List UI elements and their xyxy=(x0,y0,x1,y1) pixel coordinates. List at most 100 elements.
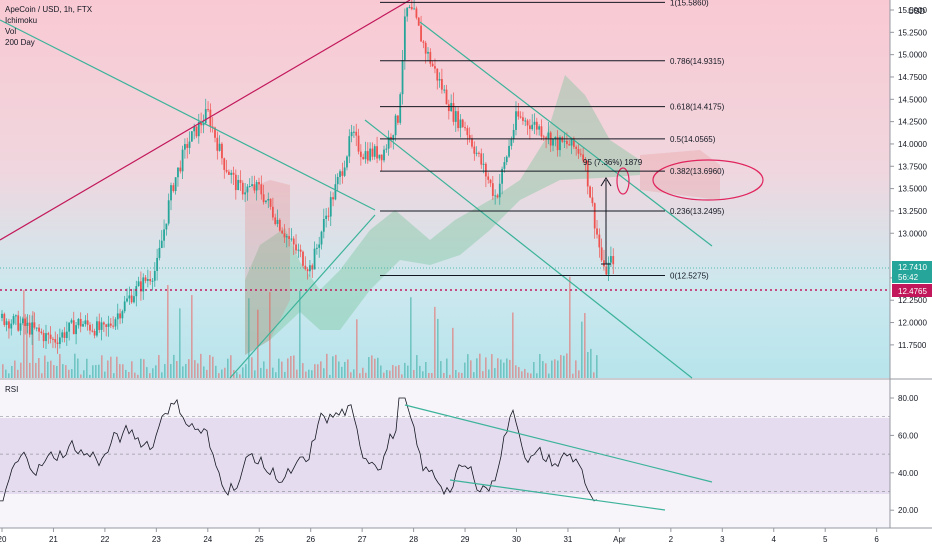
candle-body xyxy=(158,247,161,258)
volume-bar xyxy=(35,362,37,378)
rsi-tick-label: 80.00 xyxy=(898,394,919,403)
candle-body xyxy=(512,129,515,140)
candle-body xyxy=(163,229,165,241)
candle-body xyxy=(480,153,483,165)
volume-bar xyxy=(401,374,403,378)
indicator-ichimoku[interactable]: Ichimoku xyxy=(5,16,38,25)
candle-body xyxy=(334,184,337,200)
candle-body xyxy=(598,234,601,248)
candle-body xyxy=(1,313,3,319)
candle-body xyxy=(503,162,506,169)
price-tick-label: 15.2500 xyxy=(898,28,927,37)
candle-body xyxy=(343,167,346,176)
candle-body xyxy=(211,126,214,128)
volume-bar xyxy=(176,361,178,378)
candle-body xyxy=(184,144,186,150)
candle-body xyxy=(84,320,87,325)
time-tick-label: 20 xyxy=(0,535,7,544)
candle-body xyxy=(489,179,492,184)
candle-body xyxy=(355,131,358,136)
current-price-badge xyxy=(892,261,932,283)
candle-body xyxy=(190,131,193,142)
candle-body xyxy=(63,332,66,338)
volume-bar xyxy=(98,364,100,378)
candle-body xyxy=(267,198,270,201)
volume-bar xyxy=(425,362,427,378)
candle-body xyxy=(49,334,52,339)
candle-body xyxy=(246,186,249,193)
volume-bar xyxy=(518,367,520,378)
candle-body xyxy=(98,321,101,330)
volume-bar xyxy=(332,356,334,378)
candle-body xyxy=(531,124,534,130)
candle-body xyxy=(21,318,24,324)
volume-bar xyxy=(449,374,451,378)
volume-bar xyxy=(347,359,349,378)
candle-body xyxy=(135,286,138,297)
candle-body xyxy=(508,145,510,157)
volume-bar xyxy=(488,369,490,378)
candle-body xyxy=(478,152,480,154)
volume-bar xyxy=(287,358,289,378)
volume-bar xyxy=(167,285,169,378)
volume-bar xyxy=(104,371,106,378)
volume-bar xyxy=(545,363,547,378)
candle-body xyxy=(517,111,520,117)
candle-body xyxy=(218,143,221,151)
rising-resistance-line xyxy=(0,0,411,241)
volume-bar xyxy=(410,297,412,378)
highlight-ellipse xyxy=(652,159,764,201)
volume-bar xyxy=(209,355,211,378)
candle-body xyxy=(269,198,272,207)
candle-body xyxy=(56,342,59,344)
volume-bar xyxy=(560,355,562,378)
candle-body xyxy=(230,172,233,175)
candle-body xyxy=(146,279,149,281)
fib-level-label: 0.382(13.6960) xyxy=(670,167,725,176)
rsi-pane-title[interactable]: RSI xyxy=(5,385,19,394)
time-tick-label: 31 xyxy=(563,535,572,544)
candle-body xyxy=(65,331,68,338)
rsi-tick-label: 40.00 xyxy=(898,469,919,478)
candle-body xyxy=(392,135,395,141)
candle-body xyxy=(362,156,365,160)
volume-bar xyxy=(230,355,232,378)
volume-bar xyxy=(311,370,313,378)
candle-body xyxy=(109,323,112,326)
indicator-volume[interactable]: Vol xyxy=(5,27,17,36)
volume-bar xyxy=(587,351,589,378)
candle-body xyxy=(225,169,228,172)
indicator-200-day[interactable]: 200 Day xyxy=(5,38,35,47)
candle-body xyxy=(14,315,17,317)
volume-bar xyxy=(236,372,238,378)
symbol-title[interactable]: ApeCoin / USD, 1h, FTX xyxy=(5,5,93,14)
candle-body xyxy=(559,137,561,151)
volume-bar xyxy=(194,360,196,378)
volume-bar xyxy=(536,373,538,378)
channel-upper-line xyxy=(419,21,713,247)
candle-body xyxy=(586,160,589,187)
volume-bar xyxy=(2,364,4,378)
volume-bar xyxy=(137,374,139,378)
candle-body xyxy=(420,25,422,42)
volume-bar xyxy=(224,367,226,378)
ichimoku-cloud xyxy=(245,75,720,355)
volume-bar xyxy=(200,353,202,378)
candle-body xyxy=(482,163,485,165)
candle-body xyxy=(415,8,418,18)
volume-bar xyxy=(428,372,430,378)
volume-bar xyxy=(215,365,217,378)
marked-price-label: 12.4765 xyxy=(898,287,927,296)
candle-body xyxy=(271,206,274,218)
candle-body xyxy=(572,138,575,147)
candle-body xyxy=(255,182,258,191)
candle-body xyxy=(107,323,110,327)
volume-bar xyxy=(377,357,379,378)
candle-body xyxy=(371,148,374,157)
volume-bar xyxy=(272,367,274,378)
price-tick-label: 12.2500 xyxy=(898,296,927,305)
candle-body xyxy=(149,279,152,282)
time-tick-label: 29 xyxy=(461,535,470,544)
